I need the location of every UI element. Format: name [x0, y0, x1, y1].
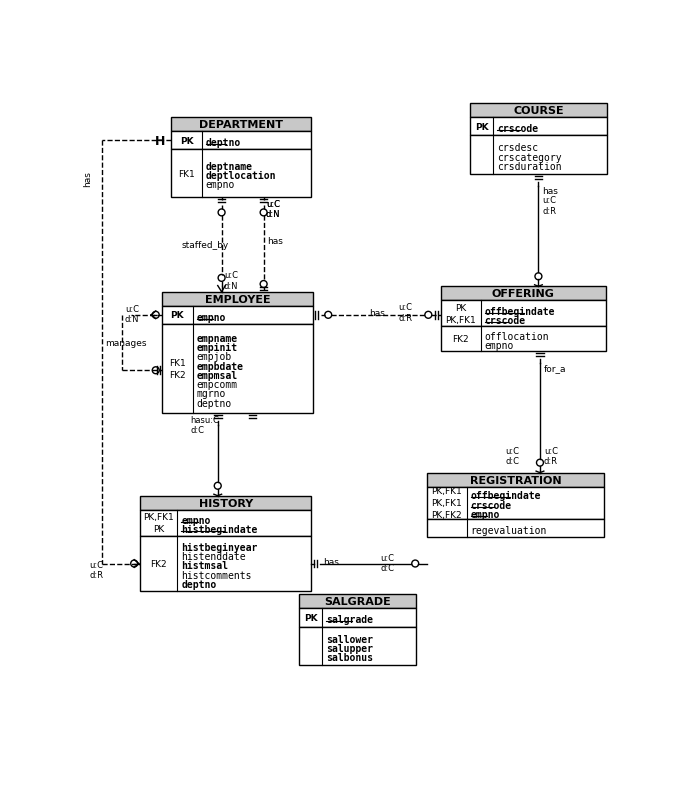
- Text: salgrade: salgrade: [326, 614, 373, 625]
- Text: empno: empno: [471, 509, 500, 519]
- Text: histmsal: histmsal: [181, 561, 228, 571]
- Text: mgrno: mgrno: [197, 389, 226, 399]
- Text: empno: empno: [197, 312, 226, 322]
- Text: has: has: [368, 309, 384, 318]
- Text: sallower: sallower: [326, 634, 373, 644]
- Text: u:C
d:R: u:C d:R: [544, 446, 558, 465]
- Text: offbegindate: offbegindate: [484, 306, 555, 316]
- Text: hasu:C
d:C: hasu:C d:C: [190, 415, 219, 435]
- Text: crscategory: crscategory: [497, 152, 562, 162]
- Bar: [441, 327, 607, 351]
- Text: deptno: deptno: [181, 579, 217, 589]
- Text: empjob: empjob: [197, 352, 232, 362]
- Text: histenddate: histenddate: [181, 552, 246, 561]
- Text: empcomm: empcomm: [197, 379, 237, 390]
- Bar: [427, 487, 604, 519]
- Text: HISTORY: HISTORY: [199, 498, 253, 508]
- Text: deptno: deptno: [206, 138, 241, 148]
- Text: empinit: empinit: [197, 342, 237, 353]
- Bar: [162, 293, 313, 306]
- Bar: [441, 287, 607, 301]
- Text: salbonus: salbonus: [326, 652, 373, 662]
- Bar: [140, 536, 311, 592]
- Text: has: has: [323, 557, 339, 566]
- Text: empno: empno: [206, 180, 235, 190]
- Text: crscode: crscode: [471, 500, 512, 510]
- Text: crsdesc: crsdesc: [497, 143, 538, 153]
- Text: crscode: crscode: [497, 124, 538, 134]
- Text: DEPARTMENT: DEPARTMENT: [199, 119, 283, 130]
- Bar: [299, 594, 416, 609]
- Text: empmsal: empmsal: [197, 371, 237, 380]
- Bar: [140, 496, 311, 510]
- Text: offlocation: offlocation: [484, 331, 549, 342]
- Text: u:C
d:C: u:C d:C: [381, 553, 395, 573]
- Text: crsduration: crsduration: [497, 162, 562, 172]
- Bar: [162, 306, 313, 325]
- Text: PK: PK: [179, 136, 193, 145]
- Text: SALGRADE: SALGRADE: [324, 597, 391, 606]
- Text: u:C
d:C: u:C d:C: [505, 446, 520, 465]
- Bar: [171, 150, 311, 198]
- Text: crscode: crscode: [484, 315, 526, 326]
- Text: has: has: [83, 172, 92, 187]
- Text: u:C
d:N: u:C d:N: [266, 199, 280, 219]
- Text: u:C
d:R: u:C d:R: [398, 303, 413, 322]
- Text: u:C
d:N: u:C d:N: [224, 271, 239, 290]
- Text: histbeginyear: histbeginyear: [181, 542, 257, 553]
- Text: has: has: [268, 237, 284, 245]
- Bar: [299, 609, 416, 627]
- Text: PK
PK,FK1: PK PK,FK1: [445, 303, 476, 324]
- Text: FK2: FK2: [150, 559, 167, 569]
- Bar: [162, 325, 313, 413]
- Bar: [427, 473, 604, 487]
- Text: salupper: salupper: [326, 643, 373, 653]
- Text: FK1: FK1: [178, 169, 195, 178]
- Text: empname: empname: [197, 334, 237, 343]
- Text: PK: PK: [304, 614, 317, 622]
- Text: FK2: FK2: [453, 334, 469, 344]
- Text: REGISTRATION: REGISTRATION: [469, 475, 561, 485]
- Text: for_a: for_a: [544, 364, 566, 373]
- Text: u:C
d:N: u:C d:N: [266, 199, 280, 219]
- Bar: [171, 132, 311, 150]
- Text: H: H: [155, 135, 166, 148]
- Bar: [171, 118, 311, 132]
- Text: FK1
FK2: FK1 FK2: [169, 358, 186, 379]
- Text: u:C
d:N: u:C d:N: [125, 305, 139, 324]
- Text: EMPLOYEE: EMPLOYEE: [204, 294, 270, 304]
- Text: empbdate: empbdate: [197, 361, 244, 371]
- Text: deptname: deptname: [206, 162, 253, 172]
- Text: manages: manages: [105, 338, 146, 347]
- Text: PK: PK: [475, 123, 489, 132]
- Bar: [427, 519, 604, 537]
- Text: COURSE: COURSE: [513, 106, 564, 115]
- Text: staffed_by: staffed_by: [181, 241, 229, 249]
- Text: has: has: [542, 187, 558, 196]
- Text: OFFERING: OFFERING: [492, 289, 555, 299]
- Bar: [441, 301, 607, 327]
- Text: empno: empno: [484, 341, 514, 350]
- Text: deptlocation: deptlocation: [206, 171, 276, 181]
- Text: PK,FK1
PK,FK1
PK,FK2: PK,FK1 PK,FK1 PK,FK2: [431, 487, 462, 520]
- Text: offbegindate: offbegindate: [471, 491, 541, 500]
- Text: deptno: deptno: [197, 398, 232, 408]
- Text: histcomments: histcomments: [181, 570, 252, 580]
- Bar: [140, 510, 311, 536]
- Text: regevaluation: regevaluation: [471, 525, 547, 536]
- Text: empno: empno: [181, 516, 210, 525]
- Text: PK: PK: [170, 311, 184, 320]
- Bar: [470, 104, 607, 118]
- Text: u:C
d:R: u:C d:R: [90, 560, 104, 579]
- Bar: [299, 627, 416, 666]
- Text: histbegindate: histbegindate: [181, 525, 257, 535]
- Text: PK,FK1
PK: PK,FK1 PK: [144, 512, 174, 533]
- Bar: [470, 136, 607, 175]
- Text: u:C
d:R: u:C d:R: [542, 196, 556, 216]
- Bar: [470, 118, 607, 136]
